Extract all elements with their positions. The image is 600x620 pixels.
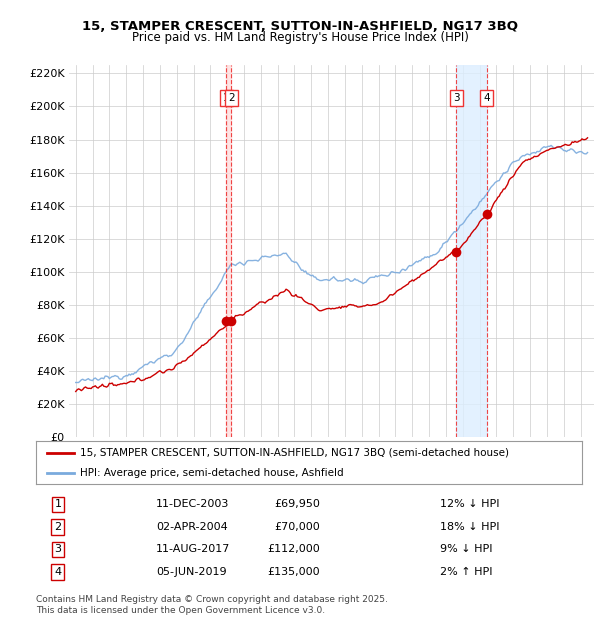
Text: 9% ↓ HPI: 9% ↓ HPI <box>440 544 493 554</box>
Text: 4: 4 <box>484 93 490 103</box>
Text: £135,000: £135,000 <box>267 567 320 577</box>
Text: 1: 1 <box>223 93 229 103</box>
Text: 1: 1 <box>55 499 61 509</box>
Text: 4: 4 <box>54 567 61 577</box>
Text: 2% ↑ HPI: 2% ↑ HPI <box>440 567 493 577</box>
Text: £112,000: £112,000 <box>267 544 320 554</box>
Text: 15, STAMPER CRESCENT, SUTTON-IN-ASHFIELD, NG17 3BQ (semi-detached house): 15, STAMPER CRESCENT, SUTTON-IN-ASHFIELD… <box>80 448 509 458</box>
Text: 3: 3 <box>453 93 460 103</box>
Text: 3: 3 <box>55 544 61 554</box>
Text: 11-DEC-2003: 11-DEC-2003 <box>156 499 229 509</box>
Text: 15, STAMPER CRESCENT, SUTTON-IN-ASHFIELD, NG17 3BQ: 15, STAMPER CRESCENT, SUTTON-IN-ASHFIELD… <box>82 20 518 33</box>
Text: £69,950: £69,950 <box>274 499 320 509</box>
Text: 18% ↓ HPI: 18% ↓ HPI <box>440 522 500 532</box>
Text: 02-APR-2004: 02-APR-2004 <box>156 522 228 532</box>
Text: 2: 2 <box>228 93 235 103</box>
Text: 2: 2 <box>54 522 61 532</box>
Text: Contains HM Land Registry data © Crown copyright and database right 2025.
This d: Contains HM Land Registry data © Crown c… <box>36 595 388 614</box>
Bar <box>456 65 487 437</box>
Text: 05-JUN-2019: 05-JUN-2019 <box>156 567 227 577</box>
Text: HPI: Average price, semi-detached house, Ashfield: HPI: Average price, semi-detached house,… <box>80 468 343 478</box>
Text: Price paid vs. HM Land Registry's House Price Index (HPI): Price paid vs. HM Land Registry's House … <box>131 31 469 44</box>
Text: £70,000: £70,000 <box>274 522 320 532</box>
Text: 12% ↓ HPI: 12% ↓ HPI <box>440 499 500 509</box>
Bar <box>226 65 232 437</box>
Text: 11-AUG-2017: 11-AUG-2017 <box>156 544 230 554</box>
